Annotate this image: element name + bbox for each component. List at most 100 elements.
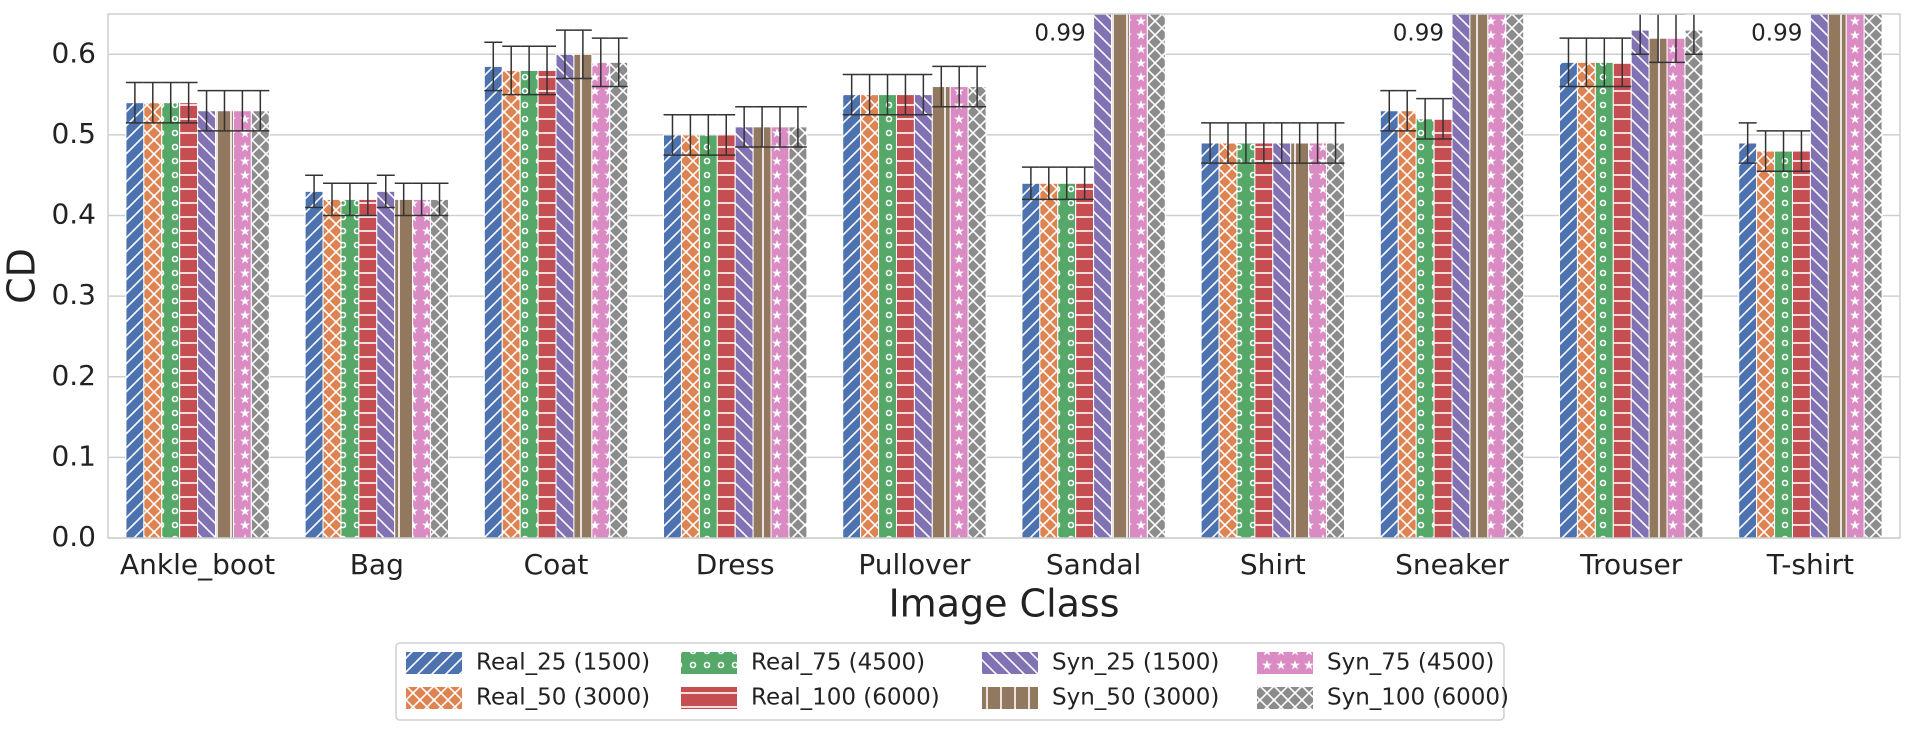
bar [788,126,808,538]
x-tick-label: Ankle_boot [120,548,275,581]
error-bar [1219,122,1237,164]
y-tick-label: 0.4 [51,198,96,231]
x-tick-label: Sandal [1046,548,1141,581]
error-bar [842,73,861,116]
bar [1326,142,1345,538]
error-bar [340,182,359,217]
error-bar [233,89,252,132]
bar [1648,37,1668,538]
error-bar [143,81,162,124]
error-bar [394,182,413,217]
legend-frame [395,642,1505,721]
bar [967,86,987,538]
error-bar [609,37,628,88]
error-bar [878,73,897,116]
error-bar [1684,14,1703,56]
x-tick-label: Bag [350,548,404,581]
bar [1594,61,1614,538]
error-bar [1774,130,1793,172]
error-bar [125,81,144,124]
error-bar [950,65,969,108]
bar [1254,142,1274,538]
error-bar [681,114,700,156]
bar [591,61,611,538]
error-bar [788,105,807,148]
bar [1487,14,1507,538]
y-tick-label: 0.2 [51,359,96,392]
error-bar [305,174,324,209]
bar [340,198,360,538]
bar [1469,14,1489,538]
legend-label: Real_100 (6000) [751,685,940,711]
bar [949,86,969,538]
error-bar [1667,14,1685,64]
error-bar [161,81,180,124]
bar [1827,14,1847,538]
x-axis-label: Image Class [888,582,1119,626]
legend-swatch [681,652,737,674]
legend-label: Syn_75 (4500) [1327,650,1494,676]
bar [125,102,145,538]
x-tick-label: Trouser [1579,548,1683,581]
error-bar [1559,37,1578,88]
legend-swatch [681,687,737,709]
bar [734,126,754,538]
error-bar [376,174,395,209]
error-bar [1738,122,1757,164]
bar [501,69,521,538]
legend-swatch [1257,687,1313,709]
error-bar [1595,37,1614,88]
legend-label: Syn_50 (3000) [1052,685,1219,711]
bar [1236,142,1256,538]
bar [609,61,629,538]
bar [1093,14,1113,538]
error-bar [1631,14,1650,56]
error-bar [1201,122,1220,164]
x-tick-label: Pullover [858,548,971,581]
legend-label: Real_50 (3000) [476,685,650,711]
error-bar [1326,122,1345,164]
legend-label: Syn_100 (6000) [1327,685,1509,711]
bar [1415,118,1435,538]
bar [1791,150,1811,538]
bar [1451,14,1471,538]
bar [1272,142,1292,538]
bar [1075,182,1095,538]
error-bar [215,89,234,132]
bar [895,94,915,538]
error-bar [1057,166,1076,201]
error-bar [914,73,933,116]
bar [1756,150,1776,538]
error-bar [323,182,341,217]
error-bar [896,73,915,116]
bar [1433,118,1453,538]
legend-swatch [982,652,1038,674]
x-tick-label: Coat [524,548,589,581]
bar [752,126,772,538]
legend-swatch [982,687,1038,709]
error-bar [1416,97,1435,140]
bar [322,198,342,538]
bars [125,14,1883,538]
y-tick-label: 0.1 [51,439,96,472]
bar [716,134,736,538]
error-bar [1039,166,1058,201]
error-bar [358,182,377,217]
annotation: 0.99 [1751,21,1802,47]
bar [1290,142,1310,538]
bar [519,69,539,538]
legend-label: Syn_25 (1500) [1052,650,1219,676]
error-bar [1308,122,1327,164]
error-bar [412,182,431,217]
bar [1738,142,1758,538]
bar [197,110,217,538]
bar [1630,29,1650,538]
error-bar [591,37,610,88]
bar [1308,142,1328,538]
error-bar [771,105,789,148]
error-bar [520,45,539,96]
annotation: 0.99 [1393,21,1444,47]
error-bar [663,114,682,156]
error-bar [1649,14,1668,64]
bar [215,110,234,538]
